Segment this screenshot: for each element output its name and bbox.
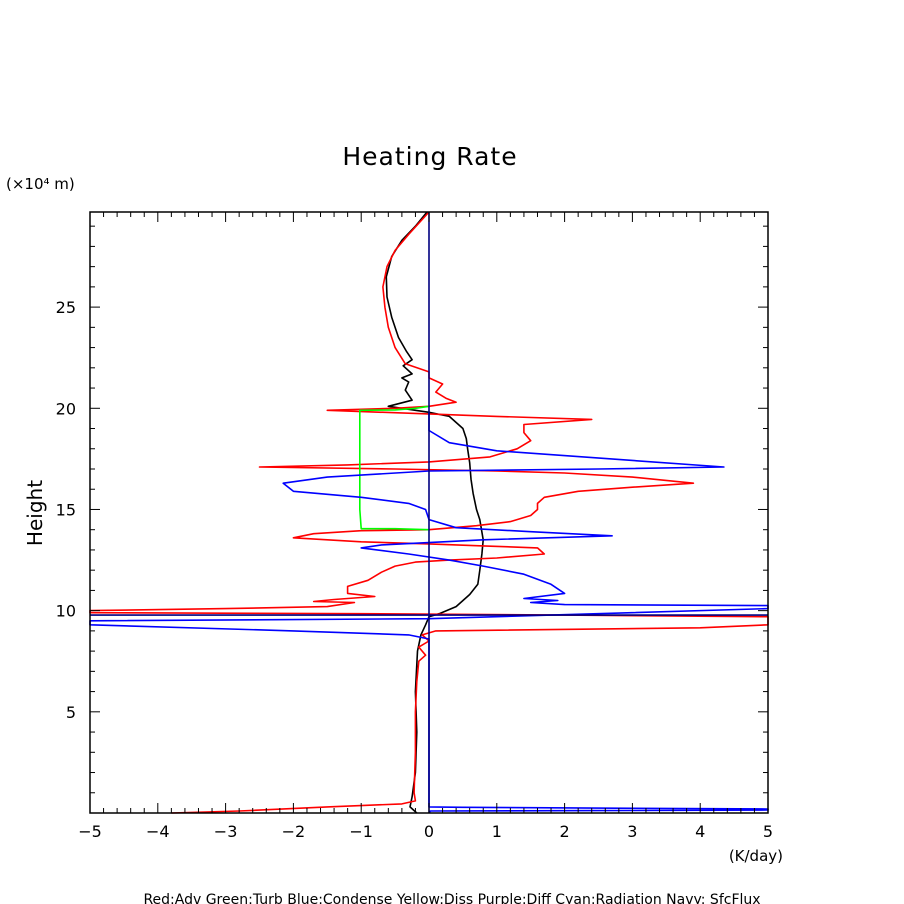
y-tick-label: 20 — [56, 399, 76, 418]
series-layer — [89, 211, 769, 814]
x-tick-label: −2 — [282, 822, 306, 841]
plot-frame — [89, 211, 769, 814]
legend-text: Red:Adv Green:Turb Blue:Condense Yellow:… — [143, 892, 760, 904]
y-tick-label: 10 — [56, 602, 76, 621]
x-tick-label: −3 — [214, 822, 238, 841]
x-tick-label: 5 — [763, 822, 773, 841]
y-tick-label: 5 — [66, 703, 76, 722]
x-tick-label: 2 — [560, 822, 570, 841]
x-tick-label: −5 — [78, 822, 102, 841]
x-tick-label: 0 — [424, 822, 434, 841]
x-tick-label: 1 — [492, 822, 502, 841]
x-unit-label: (K/day) — [729, 847, 783, 865]
y-tick-label: 25 — [56, 298, 76, 317]
y-axis-label: Height — [23, 480, 47, 546]
x-tick-label: −1 — [349, 822, 373, 841]
x-tick-label: 3 — [627, 822, 637, 841]
x-tick-label: −4 — [146, 822, 170, 841]
series-line-3 — [89, 412, 769, 814]
series-line-2 — [359, 405, 430, 531]
series-line-1 — [89, 211, 769, 814]
series-line-0 — [385, 211, 484, 814]
axis-layer: −5 −4 −3 −2 −1 0 1 2 3 4 5 5 10 15 20 25 — [56, 212, 773, 841]
y-tick-label: 15 — [56, 500, 76, 519]
chart-title: Heating Rate — [342, 142, 517, 171]
x-tick-label: 4 — [695, 822, 705, 841]
y-unit-label: (×10⁴ m) — [6, 175, 75, 193]
